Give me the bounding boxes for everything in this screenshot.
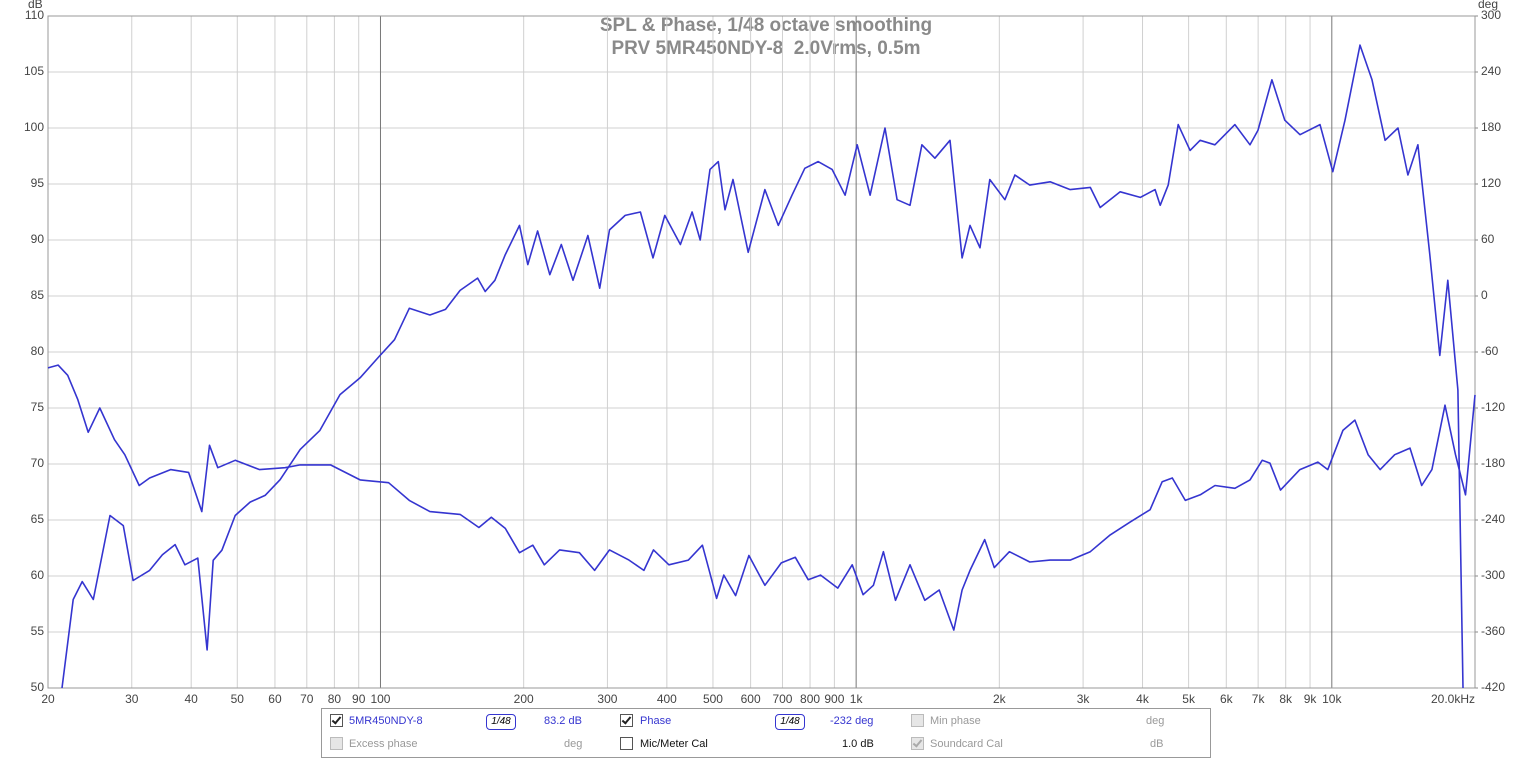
- legend-entry[interactable]: 5MR450NDY-8: [349, 715, 423, 727]
- y-tick-label: 55: [31, 624, 45, 638]
- y2-tick-label: -420: [1481, 680, 1505, 694]
- x-tick-label: 500: [703, 692, 723, 705]
- y-axis-label: dB: [28, 0, 43, 11]
- x-tick-label: 1k: [850, 692, 864, 705]
- y-tick-label: 65: [31, 512, 45, 526]
- checkbox[interactable]: [330, 714, 343, 727]
- y-tick-label: 75: [31, 400, 45, 414]
- smoothing-button[interactable]: 1/48: [775, 714, 805, 730]
- x-tick-label: 4k: [1136, 692, 1150, 705]
- x-tick-label: 30: [125, 692, 139, 705]
- x-tick-label: 50: [231, 692, 245, 705]
- control-label: Soundcard Cal: [930, 738, 1003, 750]
- x-tick-label: 900: [824, 692, 844, 705]
- control-label: Mic/Meter Cal: [640, 738, 708, 750]
- x-tick-label: 20.0kHz: [1431, 692, 1475, 705]
- x-tick-label: 70: [300, 692, 314, 705]
- legend-entry[interactable]: Phase: [640, 715, 672, 727]
- y-tick-label: 90: [31, 232, 45, 246]
- y2-tick-label: -60: [1481, 344, 1499, 358]
- checkbox[interactable]: [620, 737, 633, 750]
- y-tick-label: 85: [31, 288, 45, 302]
- y2-tick-label: 0: [1481, 288, 1488, 302]
- readout: deg: [564, 738, 583, 750]
- legend-panel: 5MR450NDY-8 1/48 83.2 dB Excess phase de…: [321, 708, 1211, 758]
- y-tick-label: 70: [31, 456, 45, 470]
- x-tick-label: 60: [268, 692, 282, 705]
- x-tick-label: 7k: [1252, 692, 1266, 705]
- x-tick-label: 3k: [1077, 692, 1091, 705]
- series-line: [47, 364, 1476, 631]
- x-tick-label: 5k: [1182, 692, 1196, 705]
- y2-tick-label: -300: [1481, 568, 1505, 582]
- x-tick-label: 9k: [1304, 692, 1318, 705]
- x-tick-label: 40: [185, 692, 199, 705]
- x-tick-label: 20: [41, 692, 55, 705]
- series-line: [61, 44, 1464, 689]
- readout: 83.2 dB: [544, 715, 582, 727]
- x-tick-label: 600: [741, 692, 761, 705]
- y2-tick-label: -240: [1481, 512, 1505, 526]
- x-tick-label: 300: [597, 692, 617, 705]
- smoothing-button[interactable]: 1/48: [486, 714, 516, 730]
- x-tick-label: 10k: [1322, 692, 1342, 705]
- readout: 1.0 dB: [842, 738, 874, 750]
- y2-tick-label: -180: [1481, 456, 1505, 470]
- x-tick-label: 800: [800, 692, 820, 705]
- x-tick-label: 400: [657, 692, 677, 705]
- y-tick-label: 60: [31, 568, 45, 582]
- y2-tick-label: 120: [1481, 176, 1501, 190]
- y2-tick-label: 60: [1481, 232, 1495, 246]
- y-tick-label: 105: [24, 64, 44, 78]
- y2-axis-label: deg: [1478, 0, 1498, 11]
- plot-border: [47, 15, 1476, 689]
- readout: -232 deg: [830, 715, 874, 727]
- checkbox[interactable]: [620, 714, 633, 727]
- x-tick-label: 2k: [993, 692, 1007, 705]
- x-tick-label: 700: [772, 692, 792, 705]
- x-tick-label: 6k: [1220, 692, 1234, 705]
- checkbox[interactable]: [911, 714, 924, 727]
- y2-tick-label: -120: [1481, 400, 1505, 414]
- x-tick-label: 100: [370, 692, 390, 705]
- chart-subtitle: PRV 5MR450NDY-8 2.0Vrms, 0.5m: [611, 38, 920, 59]
- y2-tick-label: -360: [1481, 624, 1505, 638]
- y2-tick-label: 300: [1481, 8, 1501, 22]
- y2-tick-label: 180: [1481, 120, 1501, 134]
- y-tick-label: 50: [31, 680, 45, 694]
- y-tick-label: 95: [31, 176, 45, 190]
- x-tick-label: 80: [328, 692, 342, 705]
- control-label: Excess phase: [349, 738, 418, 750]
- y-tick-label: 100: [24, 120, 44, 134]
- y-tick-label: 110: [25, 8, 44, 22]
- checkbox[interactable]: [330, 737, 343, 750]
- x-tick-label: 8k: [1279, 692, 1293, 705]
- x-tick-label: 200: [514, 692, 534, 705]
- control-label: Min phase: [930, 715, 981, 727]
- y2-tick-label: 240: [1481, 64, 1501, 78]
- chart-title: SPL & Phase, 1/48 octave smoothing: [600, 15, 932, 36]
- y-tick-label: 80: [31, 344, 45, 358]
- chart: SPL & Phase, 1/48 octave smoothing PRV 5…: [24, 0, 1505, 706]
- checkbox[interactable]: [911, 737, 924, 750]
- readout: deg: [1146, 715, 1165, 727]
- readout: dB: [1150, 738, 1164, 750]
- x-tick-label: 90: [352, 692, 366, 705]
